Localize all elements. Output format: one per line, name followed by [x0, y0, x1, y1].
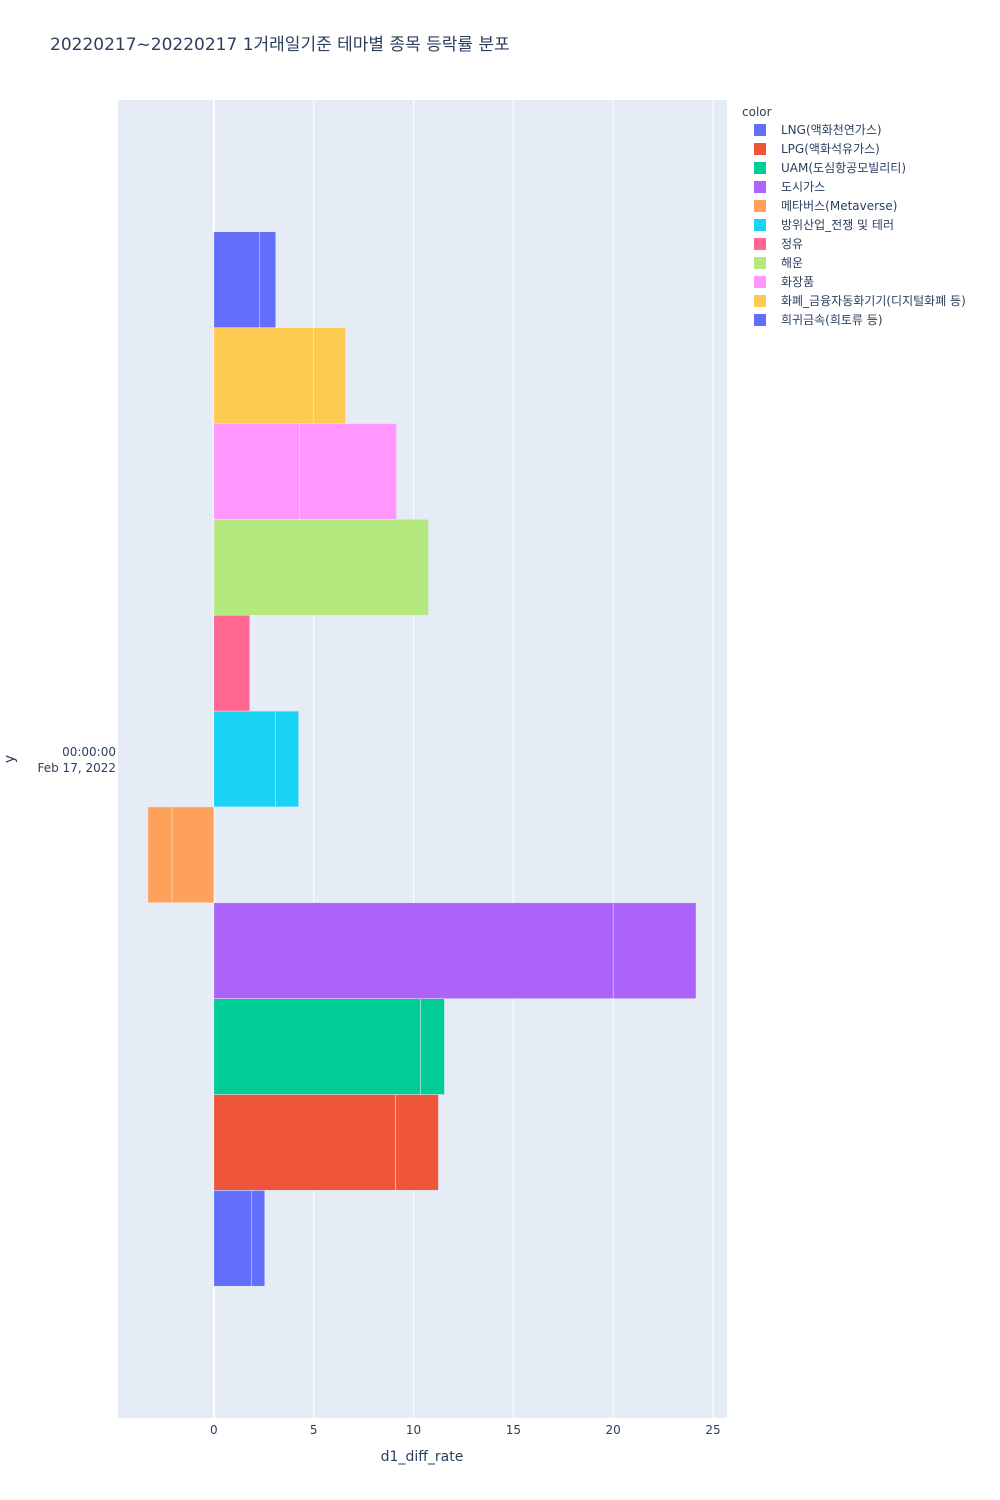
- x-tick-label-20: 20: [606, 1423, 621, 1437]
- bar-segment-10-1: [259, 231, 276, 328]
- bar-segment-9-0: [213, 327, 314, 424]
- bar-segment-9-1: [313, 327, 346, 424]
- y-tick-label-time: 00:00:00: [62, 745, 116, 759]
- x-tick-label-5: 5: [310, 1423, 318, 1437]
- legend-swatch-1: [754, 143, 766, 155]
- x-tick-label-25: 25: [705, 1423, 720, 1437]
- legend-swatch-4: [754, 200, 766, 212]
- legend-swatch-3: [754, 181, 766, 193]
- y-tick-label: 00:00:00 Feb 17, 2022: [38, 745, 117, 775]
- plot-area: [118, 100, 727, 1418]
- legend-swatch-6: [754, 238, 766, 250]
- legend-swatch-7: [754, 257, 766, 269]
- legend-item-5: 방위산업_전쟁 및 테러: [781, 218, 894, 232]
- legend-swatch-5: [754, 219, 766, 231]
- legend-item-10: 희귀금속(희토류 등): [781, 313, 883, 327]
- x-tick-label-0: 0: [210, 1423, 218, 1437]
- bar-segment-2-0: [213, 998, 421, 1095]
- bar-segment-1-1: [395, 1094, 439, 1191]
- legend-swatch-2: [754, 162, 766, 174]
- legend-swatch-10: [754, 314, 766, 326]
- bar-segment-8-1: [299, 423, 397, 520]
- bar-segment-0-0: [213, 1190, 253, 1287]
- legend-item-1: LPG(액화석유가스): [781, 142, 880, 156]
- legend-item-8: 화장품: [781, 275, 814, 289]
- x-tick-label-10: 10: [406, 1423, 421, 1437]
- legend-item-9: 화폐_금융자동화기기(디지털화폐 등): [781, 294, 966, 308]
- legend-swatch-8: [754, 276, 766, 288]
- bar-segment-4-0: [171, 806, 215, 904]
- x-tick-label-15: 15: [506, 1423, 521, 1437]
- bar-segment-3-1: [612, 902, 697, 999]
- legend-item-6: 정유: [781, 237, 803, 251]
- bar-segment-0-1: [251, 1190, 266, 1287]
- y-axis-title: y: [2, 755, 18, 763]
- bar-segment-8-0: [213, 423, 300, 520]
- x-tick-labels: 0 5 10 15 20 25: [210, 1423, 721, 1437]
- bar-segment-1-0: [213, 1094, 396, 1191]
- bar-segment-10-0: [213, 231, 261, 328]
- bar-segment-5-1: [275, 710, 299, 808]
- legend-item-3: 도시가스: [781, 180, 825, 194]
- bar-segment-2-1: [420, 998, 445, 1095]
- y-tick-label-date: Feb 17, 2022: [38, 761, 117, 775]
- x-axis-title: d1_diff_rate: [381, 1449, 464, 1465]
- legend-item-4: 메타버스(Metaverse): [781, 199, 897, 213]
- legend-item-7: 해운: [781, 256, 803, 270]
- legend-swatch-0: [754, 124, 766, 136]
- bars: [147, 231, 697, 1287]
- bar-segment-5-0: [213, 710, 276, 808]
- legend-item-2: UAM(도심항공모빌리티): [781, 161, 906, 175]
- bar-segment-7-0: [213, 519, 429, 616]
- legend-title: color: [742, 105, 772, 119]
- bar-segment-4-1: [147, 806, 173, 904]
- legend: LNG(액화천연가스) LPG(액화석유가스) UAM(도심항공모빌리티) 도시가스메…: [754, 122, 966, 327]
- bar-segment-3-0: [213, 902, 614, 999]
- bar-segment-6-0: [213, 614, 251, 712]
- chart-title: 20220217~20220217 1거래일기준 테마별 종목 등락률 분포: [50, 35, 510, 55]
- legend-item-0: LNG(액화천연가스): [781, 122, 882, 137]
- legend-swatch-9: [754, 295, 766, 307]
